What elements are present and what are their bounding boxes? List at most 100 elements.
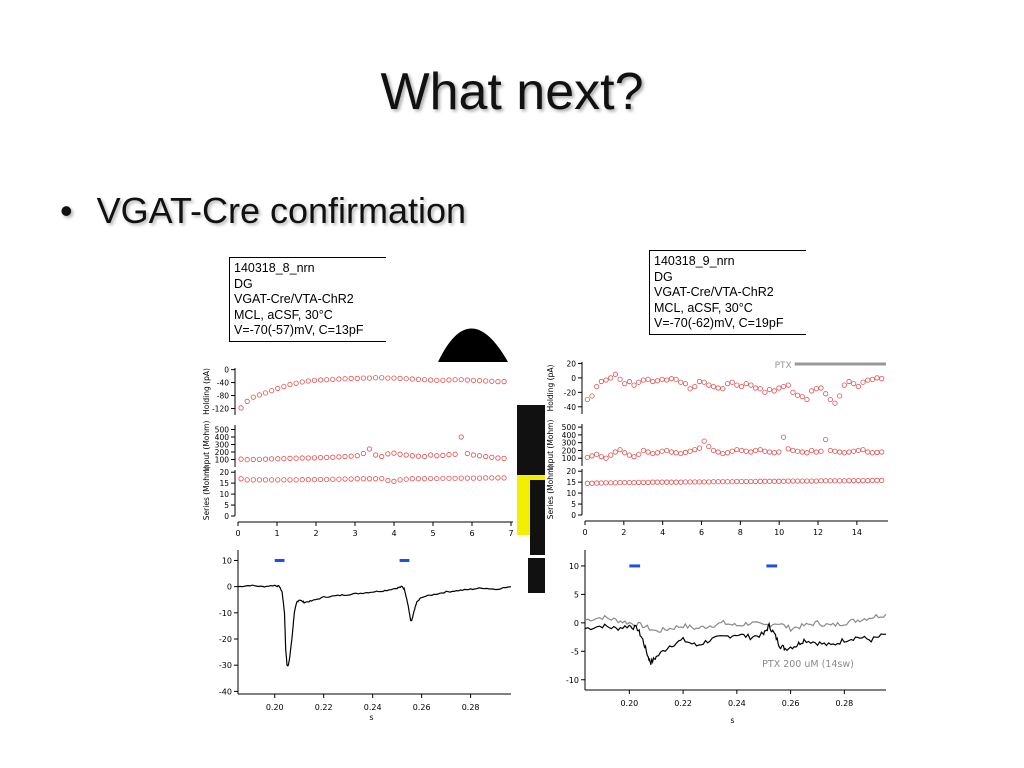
data-point [799, 394, 805, 400]
data-point [664, 479, 670, 485]
data-point [673, 376, 679, 382]
y-tick-label: -40 [219, 687, 232, 696]
data-point [780, 434, 787, 440]
data-point [409, 376, 415, 382]
data-point [311, 455, 318, 461]
data-point [631, 382, 637, 388]
data-point [650, 450, 656, 457]
data-point [281, 455, 287, 462]
y-tick-label: 500 [215, 426, 230, 435]
data-point [645, 449, 651, 455]
data-point [501, 379, 507, 385]
data-point [250, 394, 256, 400]
y-tick-label: 20 [219, 468, 229, 477]
data-point [311, 477, 318, 483]
data-point [645, 479, 651, 485]
data-point [612, 480, 618, 486]
data-point [673, 450, 679, 456]
data-point [654, 378, 661, 384]
data-point [692, 447, 698, 453]
data-point [734, 382, 740, 388]
x-tick-label: 0.26 [413, 703, 431, 712]
data-point [603, 455, 609, 461]
data-point [715, 479, 721, 485]
x-tick-label: 8 [738, 528, 743, 537]
y-tick-label: 5 [224, 501, 229, 510]
data-point [269, 477, 275, 483]
data-point [729, 479, 735, 485]
data-point [483, 475, 489, 481]
data-point [640, 377, 647, 383]
data-point [832, 400, 838, 406]
data-point [238, 456, 244, 462]
data-point [832, 478, 838, 484]
data-point [659, 448, 665, 454]
y-tick-label: 100 [215, 456, 230, 465]
data-point [795, 448, 801, 454]
data-point [622, 479, 628, 486]
data-point [869, 450, 875, 456]
data-point [250, 477, 256, 483]
data-point [869, 477, 875, 483]
data-point [287, 477, 293, 483]
data-point [622, 381, 628, 387]
data-point [317, 455, 324, 461]
data-point [608, 375, 614, 381]
data-point [799, 478, 805, 484]
data-point [262, 477, 269, 483]
y-axis-label: Holding (pA) [546, 365, 555, 412]
data-point [832, 448, 838, 454]
data-point [421, 453, 428, 460]
data-point [678, 450, 684, 457]
x-tick-label: 0.20 [620, 699, 638, 708]
data-point [720, 479, 726, 485]
data-point [373, 375, 379, 381]
data-point [710, 447, 717, 454]
y-tick-label: 200 [562, 446, 577, 455]
x-tick-label: 0 [235, 529, 240, 538]
data-point [501, 475, 507, 481]
data-point [360, 450, 366, 457]
data-point [594, 383, 600, 390]
data-point [275, 477, 281, 483]
data-point [330, 454, 336, 460]
data-point [464, 475, 470, 481]
data-point [458, 377, 464, 383]
x-tick-label: 3 [352, 529, 357, 538]
data-point [342, 476, 348, 482]
trace-ptx [584, 613, 887, 633]
data-point [874, 449, 880, 455]
y-tick-label: 200 [215, 448, 230, 457]
data-point [434, 377, 440, 383]
data-point [483, 378, 489, 384]
info-line: DG [654, 269, 673, 284]
data-point [612, 371, 618, 377]
data-point [598, 480, 604, 486]
info-line: 140318_9_nrn [654, 254, 735, 268]
data-point [244, 457, 250, 463]
x-tick-label: 1 [274, 529, 279, 538]
data-point [379, 375, 385, 381]
data-point [729, 448, 735, 454]
data-point [360, 476, 366, 482]
data-point [766, 386, 773, 393]
ptx-label: PTX [775, 361, 792, 371]
data-point [452, 451, 458, 457]
data-point [434, 475, 440, 482]
data-point [780, 478, 787, 484]
data-point [354, 476, 360, 482]
data-point [622, 450, 628, 456]
data-point [790, 447, 796, 454]
data-point [348, 476, 354, 482]
data-point [813, 478, 819, 484]
data-point [650, 479, 656, 485]
data-point [813, 386, 819, 392]
data-point [757, 478, 763, 484]
x-tick-label: 0.22 [315, 703, 333, 712]
data-point [687, 479, 693, 485]
data-point [860, 447, 866, 453]
data-point [879, 477, 885, 483]
x-tick-label: 4 [391, 529, 396, 538]
data-point [706, 443, 712, 450]
data-point [287, 455, 293, 461]
